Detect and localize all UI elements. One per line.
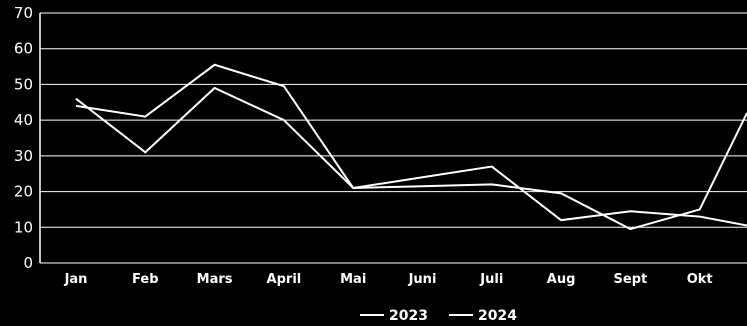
y-axis-ticks: 0 10 20 30 40 50 60 70 (14, 4, 33, 272)
x-tick-label: Feb (132, 272, 158, 287)
y-tick-label: 60 (14, 40, 33, 58)
y-tick-label: 0 (23, 254, 33, 272)
x-tick-label: Jan (64, 272, 88, 287)
legend-label-2024: 2024 (478, 308, 517, 324)
series-lines (75, 63, 747, 231)
x-tick-label: Mai (340, 272, 366, 287)
x-tick-label: April (267, 272, 302, 287)
x-tick-label: Juli (479, 272, 503, 287)
x-tick-label: Aug (547, 272, 576, 287)
legend-label-2023: 2023 (389, 308, 428, 324)
x-tick-label: Okt (687, 272, 713, 287)
y-tick-label: 50 (14, 75, 33, 93)
x-tick-label: Sept (614, 272, 648, 287)
y-tick-label: 20 (14, 183, 33, 201)
y-tick-label: 10 (14, 218, 33, 236)
y-tick-label: 40 (14, 111, 33, 129)
y-tick-label: 70 (14, 4, 33, 22)
gridlines (39, 12, 747, 264)
x-tick-label: Mars (197, 272, 233, 287)
x-axis-ticks: Jan Feb Mars April Mai Juni Juli Aug Sept Okt (64, 272, 713, 287)
y-tick-label: 30 (14, 147, 33, 165)
series-line-2024 (75, 63, 747, 227)
legend: 2023 2024 (360, 308, 517, 324)
series-line-2023 (75, 86, 747, 231)
x-tick-label: Juni (408, 272, 437, 287)
